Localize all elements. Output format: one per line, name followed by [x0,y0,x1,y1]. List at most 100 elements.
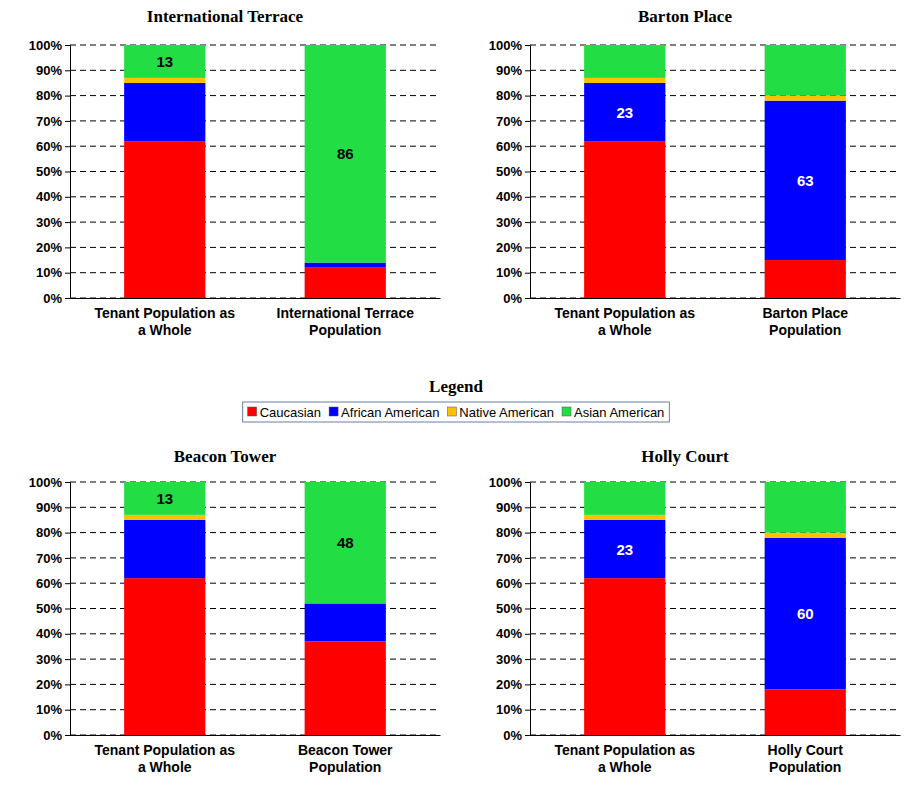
data-labels: 1386 [156,53,353,162]
tick-mark [65,247,70,248]
tick-label: 100% [489,475,523,490]
tick: 100% [489,38,530,53]
tick: 40% [36,626,70,641]
data-label: 13 [156,490,173,507]
bar-segment [765,533,846,538]
tick-label: 80% [36,525,62,540]
tick-label: 60% [36,139,62,154]
category-label-line: Population [309,759,381,775]
category-label-line: Tenant Population as [554,742,695,758]
chart-title: Beacon Tower [174,447,277,466]
legend-item: African American [329,405,439,420]
tick: 20% [496,677,530,692]
tick-label: 50% [496,601,522,616]
y-axis: 0%10%20%30%40%50%60%70%80%90%100% [489,38,531,306]
y-axis: 0%10%20%30%40%50%60%70%80%90%100% [29,475,71,743]
tick-label: 30% [496,652,522,667]
tick-mark [65,96,70,97]
tick-mark [525,146,530,147]
tick: 0% [503,728,530,743]
axis-line [71,735,441,736]
axis-line [525,46,531,299]
bar-segment [305,263,386,268]
category-label-line: Tenant Population as [94,742,235,758]
bar-segment [124,520,205,578]
bar-segment [584,515,665,520]
tick: 80% [496,88,530,103]
tick: 0% [43,728,70,743]
tick: 10% [496,265,530,280]
bars [124,45,386,298]
tick: 60% [496,139,530,154]
tick-label: 20% [496,677,522,692]
tick-mark [525,482,530,483]
tick-label: 70% [496,114,522,129]
tick-label: 70% [36,551,62,566]
axis-line [65,483,71,736]
axis-line [531,298,901,299]
category-label-line: a Whole [138,759,192,775]
chart-title: Barton Place [638,7,732,26]
chart-panel: Holly Court0%10%20%30%40%50%60%70%80%90%… [489,447,901,775]
x-axis: Tenant Population asa WholeBarton PlaceP… [531,298,901,338]
tick-mark [65,558,70,559]
tick-label: 20% [36,677,62,692]
bar-segment [765,538,846,690]
tick-label: 100% [489,38,523,53]
bar-segment [124,482,205,515]
tick-mark [525,533,530,534]
bar-segment [124,141,205,298]
tick-mark [525,247,530,248]
tick: Beacon TowerPopulation [298,735,393,775]
tick-mark [65,70,70,71]
category-label-line: Beacon Tower [298,742,393,758]
tick: 60% [36,139,70,154]
tick: 20% [36,240,70,255]
tick-label: 50% [36,164,62,179]
tick-mark [65,172,70,173]
tick-label: 50% [36,601,62,616]
tick: 40% [496,189,530,204]
legend-swatch [248,407,257,416]
tick-label: 100% [29,475,63,490]
tick: 90% [496,500,530,515]
grid [70,482,440,735]
tick: 70% [36,551,70,566]
bar-segment [124,45,205,78]
tick-label: 100% [29,38,63,53]
tick-mark [65,684,70,685]
tick-label: 40% [496,626,522,641]
legend-label: Native American [459,405,554,420]
tick: 30% [496,652,530,667]
tick-mark [65,197,70,198]
tick: 80% [496,525,530,540]
tick-label: 30% [496,215,522,230]
bar-segment [765,101,846,260]
tick: 10% [36,702,70,717]
category-label: Holly CourtPopulation [768,742,844,775]
tick: 30% [496,215,530,230]
tick: Tenant Population asa Whole [554,298,695,338]
tick-mark [65,659,70,660]
tick-mark [65,482,70,483]
axis-line [525,483,531,736]
tick: 60% [496,576,530,591]
category-label-line: Population [309,322,381,338]
tick-mark [65,533,70,534]
tick-label: 40% [496,189,522,204]
legend-item: Caucasian [248,405,321,420]
tick-mark [525,45,530,46]
legend-label: Asian American [574,405,664,420]
bar-segment [124,515,205,520]
bar-segment [584,45,665,78]
category-label-line: Tenant Population as [554,305,695,321]
category-label-line: Population [769,322,841,338]
legend-swatch [329,407,338,416]
tick: 70% [496,551,530,566]
tick: Tenant Population asa Whole [94,298,235,338]
bar-segment [765,689,846,735]
tick: 90% [36,63,70,78]
tick-mark [65,507,70,508]
bars [124,482,386,735]
tick-mark [65,634,70,635]
